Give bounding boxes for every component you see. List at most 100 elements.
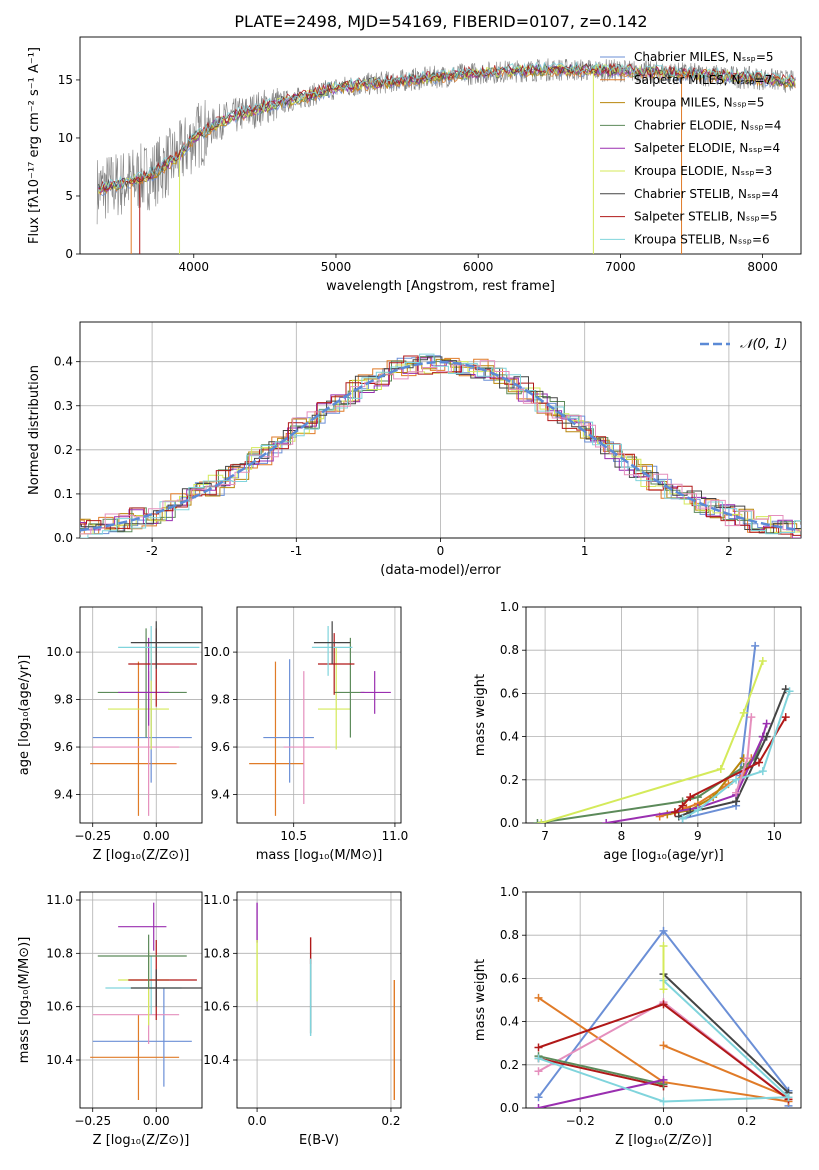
residual-histogram [80,361,801,535]
errorbar-plot [90,621,202,816]
y-tick-label: 9.4 [211,788,230,802]
errorbar-plot [249,621,391,816]
weight-marker [533,819,542,823]
y-tick-label: 0.1 [54,487,73,501]
legend-label: 𝒩(0, 1) [740,337,787,352]
weight-marker [534,993,543,1002]
spectrum-plot [96,58,796,254]
weight-marker [659,1000,668,1009]
residual-histogram [80,356,801,534]
legend-label: Salpeter STELIB, Nₛₛₚ=5 [634,210,778,224]
y-tick-label: 0.6 [500,686,519,700]
y-tick-label: 10.8 [203,946,230,960]
x-axis-label: age [log₁₀(age/yr)] [603,848,724,863]
ebv-plot [256,902,396,1100]
y-axis-label: mass weight [473,959,488,1041]
spectrum-legend: Chabrier MILES, Nₛₛₚ=5 Salpeter MILES, Nₛ… [600,50,781,246]
axes-weight-vs-Z: −0.2 0.0 0.2 0.0 0.2 0.4 0.6 0.8 1.0 Z [log₁₀(Z/Z… [473,885,802,1148]
y-tick-label: 11.0 [46,893,73,907]
legend-label: Kroupa MILES, Nₛₛₚ=5 [634,96,764,110]
axes-frame [525,606,802,824]
y-tick-label: 9.8 [211,693,230,707]
axes-frame [236,606,402,824]
y-axis-label: Flux [fλ10⁻¹⁷ erg cm⁻² s⁻¹ A⁻¹] [27,47,42,244]
weight-marker [739,708,748,717]
y-axis-label: Normed distribution [27,365,42,495]
weight-marker [743,754,752,763]
legend-label: Chabrier ELODIE, Nₛₛₚ=4 [634,118,781,132]
x-tick-label: 0.2 [381,1114,400,1128]
weight-marker [534,1054,543,1063]
weight-marker [732,797,741,806]
y-tick-label: 0.8 [500,928,519,942]
y-tick-label: 0.2 [54,443,73,457]
weight-marker [716,765,725,773]
weight-line [541,660,764,823]
weight-marker [762,732,771,741]
y-tick-label: 0.0 [54,531,73,545]
x-tick-label: −0.25 [74,1114,111,1128]
weight-marker [602,819,611,823]
model-spectrum-line [98,61,796,192]
y-tick-label: 0.4 [54,355,73,369]
x-tick-label: 9 [694,829,702,843]
weight-marker [670,808,679,817]
weight-marker [693,806,702,815]
x-tick-label: 8 [618,829,626,843]
residual-histogram [80,356,801,534]
x-axis-label: Z [log₁₀(Z/Z⊙)] [93,848,190,863]
weight-line [538,1078,664,1108]
x-tick-label: -1 [290,544,302,558]
axes-ebv: 0.0 0.2 10.4 10.6 10.8 11.0 E(B-V) [203,891,402,1148]
y-tick-label: 1.0 [500,600,519,614]
weight-marker [659,1075,668,1084]
weight-marker [732,788,741,797]
axes-frame [236,891,402,1109]
weight-marker [659,1097,668,1106]
axes-mass-vs-Z: −0.25 0.00 10.4 10.6 10.8 11.0 Z [log₁₀(Z/Z⊙)]… [17,891,203,1148]
weight-marker [754,758,763,767]
y-tick-label: 0.2 [500,1058,519,1072]
weight-marker [784,1093,793,1102]
x-axis-label: E(B-V) [299,1133,339,1148]
weight-marker [537,819,546,823]
legend-label: Chabrier STELIB, Nₛₛₚ=4 [634,187,779,201]
y-axis-label: mass [log₁₀(M/M⊙)] [17,937,32,1064]
y-axis-label: mass weight [473,674,488,756]
x-tick-label: −0.25 [74,829,111,843]
y-tick-label: 0 [65,247,73,261]
weight-marker [751,641,760,650]
y-tick-label: 0.4 [500,1015,519,1029]
axes-weight-vs-age: 7 8 9 10 0.0 0.2 0.4 0.6 0.8 1.0 age [log₁₀(age/yr… [473,600,802,863]
weight-plot [534,926,793,1108]
weight-marker [762,719,771,728]
y-tick-label: 10.4 [203,1053,230,1067]
y-tick-label: 0.4 [500,730,519,744]
y-tick-label: 15 [58,73,73,87]
x-tick-label: 7 [541,829,549,843]
y-tick-label: 0.2 [500,773,519,787]
x-tick-label: 0.0 [248,1114,267,1128]
y-tick-label: 0.3 [54,399,73,413]
x-axis-label: Z [log₁₀(Z/Z⊙)] [615,1133,712,1148]
weight-marker [534,1104,543,1108]
x-axis-label: mass [log₁₀(M/M⊙)] [256,848,383,863]
x-tick-label: 11.0 [382,829,409,843]
y-tick-label: 10.6 [46,1000,73,1014]
x-tick-label: 7000 [605,260,636,274]
legend-label: Kroupa ELODIE, Nₛₛₚ=3 [634,164,772,178]
model-spectrum-line [98,64,796,194]
residual-histogram [80,358,801,531]
legend-label: Salpeter MILES, Nₛₛₚ=7 [634,73,772,87]
x-tick-label: −0.2 [566,1114,595,1128]
axes-residuals: -2 -1 0 1 2 0.0 0.1 0.2 0.3 0.4 (data-model)/error… [27,321,802,578]
y-tick-label: 0.0 [500,816,519,830]
normal-curve [80,360,799,532]
weight-line [538,1057,664,1088]
residual-legend: 𝒩(0, 1) [700,337,787,352]
legend-label: Chabrier MILES, Nₛₛₚ=5 [634,50,774,64]
x-tick-label: -2 [146,544,158,558]
weight-marker [678,801,687,810]
y-tick-label: 0.0 [500,1101,519,1115]
